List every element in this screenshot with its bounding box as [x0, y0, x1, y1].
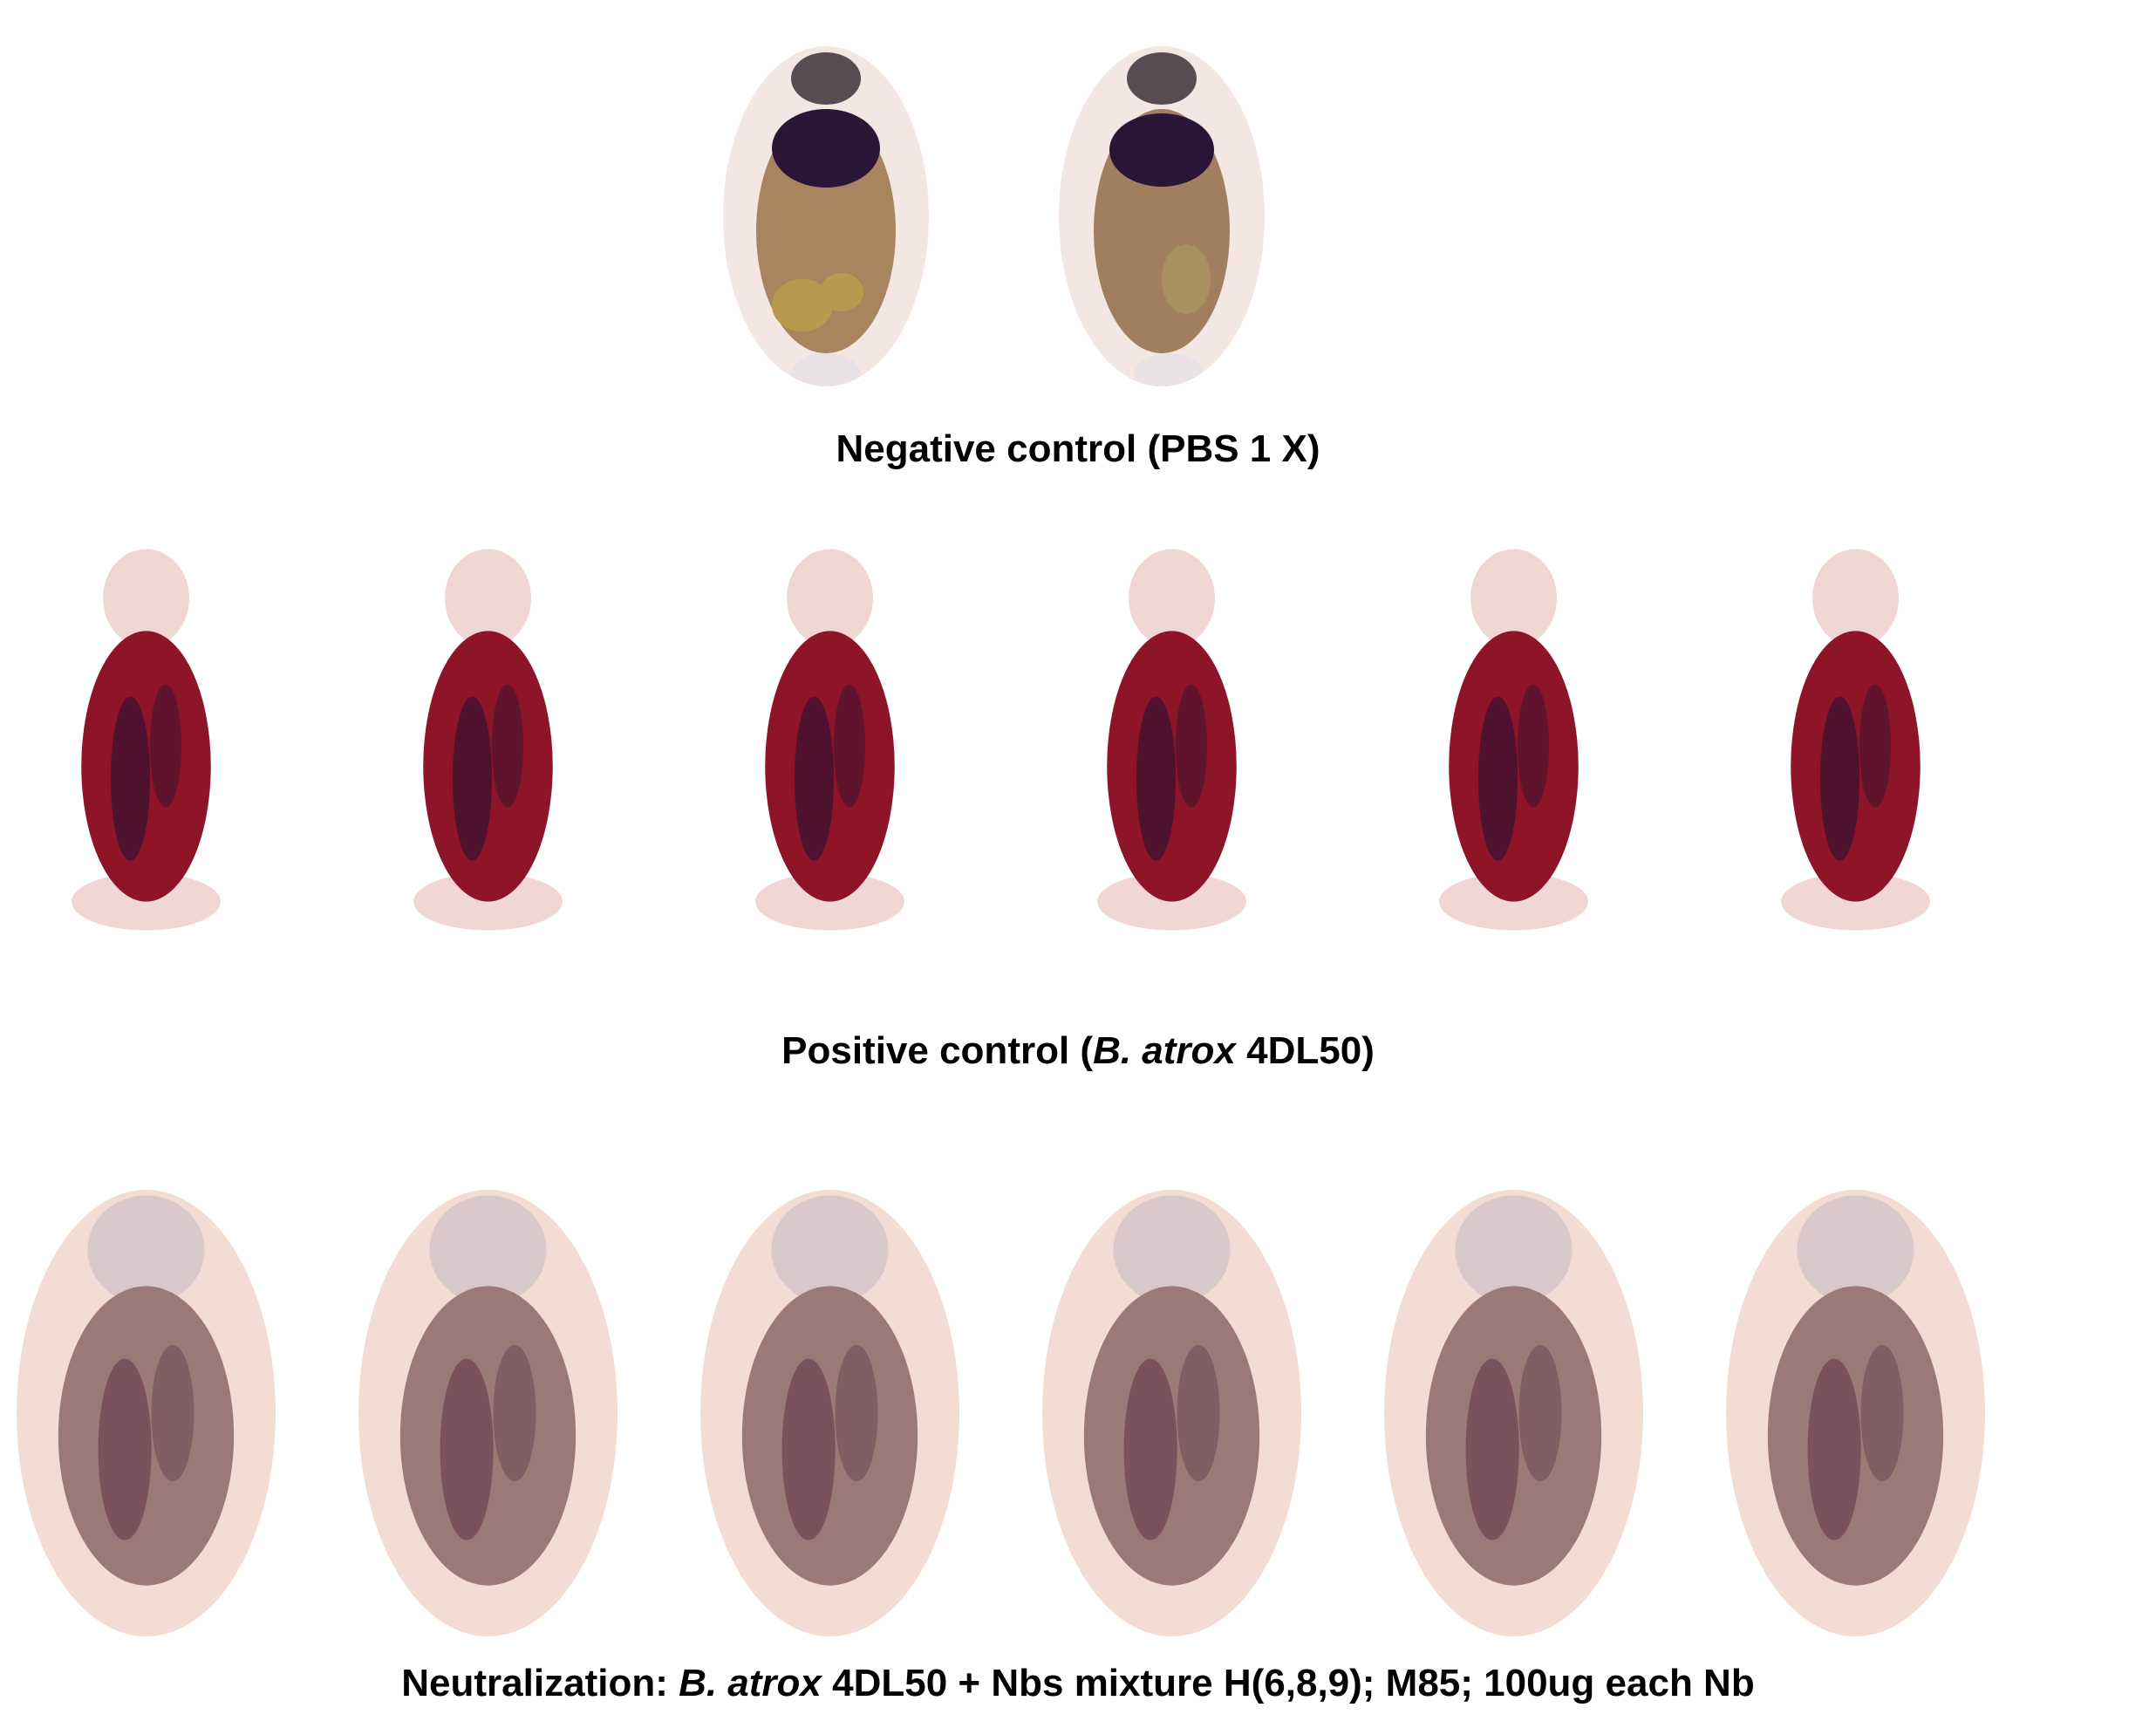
specimen-photo-negative-1 [723, 46, 929, 386]
specimen-photo-neutralization-2 [358, 1190, 617, 1636]
caption-text-part: 4DL50) [1235, 1029, 1375, 1072]
specimen-photo-negative-2 [1059, 46, 1265, 386]
specimen-photo-positive-3 [755, 549, 904, 931]
caption-text-part: 4DL50 + Nbs mixture H(6,8,9); M85; 100ug… [821, 1662, 1755, 1704]
specimen-photo-positive-5 [1439, 549, 1588, 931]
negative-control-panel: Negative control (PBS 1 X) [0, 0, 2156, 488]
specimen-photo-positive-2 [413, 549, 563, 931]
specimen-photo-positive-1 [72, 549, 221, 931]
caption-text-part: Positive control ( [781, 1029, 1094, 1072]
positive-control-caption: Positive control (B. atrox 4DL50) [0, 1029, 2156, 1073]
specimen-photo-neutralization-1 [17, 1190, 276, 1636]
negative-control-caption: Negative control (PBS 1 X) [0, 427, 2156, 471]
specimen-photo-positive-4 [1097, 549, 1246, 931]
specimen-photo-neutralization-5 [1384, 1190, 1643, 1636]
specimen-photo-neutralization-3 [700, 1190, 959, 1636]
caption-text-part: Negative control (PBS 1 X) [836, 427, 1320, 470]
specimen-photo-neutralization-6 [1726, 1190, 1985, 1636]
caption-text-part: B. atrox [679, 1662, 822, 1704]
specimen-photo-neutralization-4 [1042, 1190, 1301, 1636]
caption-text-part: B. atrox [1093, 1029, 1236, 1072]
caption-text-part: Neutralization: [401, 1662, 679, 1704]
specimen-photo-positive-6 [1781, 549, 1930, 931]
neutralization-caption: Neutralization: B. atrox 4DL50 + Nbs mix… [0, 1662, 2156, 1705]
neutralization-panel: Neutralization: B. atrox 4DL50 + Nbs mix… [0, 1169, 2156, 1727]
positive-control-panel: Positive control (B. atrox 4DL50) [0, 541, 2156, 1117]
